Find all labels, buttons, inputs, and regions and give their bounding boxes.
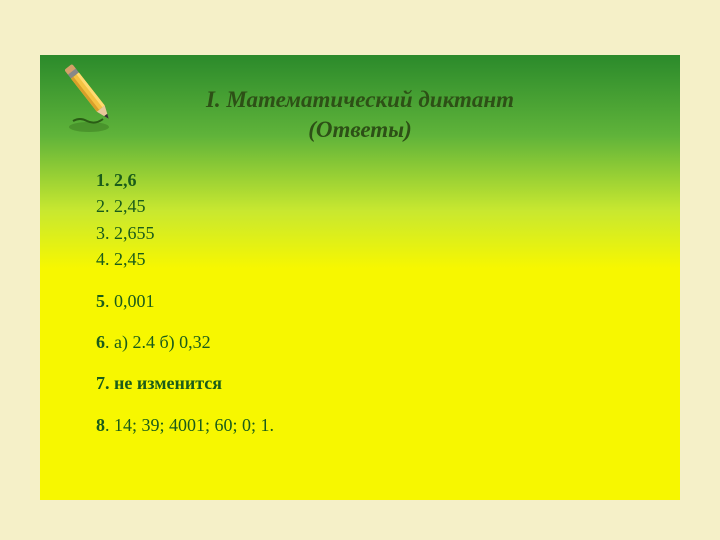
answer-item: 4. 2,45 — [96, 248, 274, 271]
answer-text: 14; 39; 4001; 60; 0; 1. — [110, 415, 275, 435]
answer-text: 2,45 — [110, 196, 146, 216]
answer-number: 1. — [96, 170, 110, 190]
answer-item: 7. не изменится — [96, 372, 274, 395]
answer-number: 6 — [96, 332, 105, 352]
page-title: I. Математический диктант (Ответы) — [40, 85, 680, 145]
answer-item: 3. 2,655 — [96, 222, 274, 245]
answer-number: 4. — [96, 249, 110, 269]
title-line-1: I. Математический диктант — [40, 85, 680, 115]
answer-number: 3. — [96, 223, 110, 243]
answer-item: 2. 2,45 — [96, 195, 274, 218]
answer-item: 5. 0,001 — [96, 290, 274, 313]
answer-text: 0,001 — [110, 291, 155, 311]
answer-item: 6. а) 2.4 б) 0,32 — [96, 331, 274, 354]
answer-number: 5 — [96, 291, 105, 311]
answer-item: 8. 14; 39; 4001; 60; 0; 1. — [96, 414, 274, 437]
answer-text: а) 2.4 б) 0,32 — [110, 332, 211, 352]
slide-panel: I. Математический диктант (Ответы) 1. 2,… — [40, 55, 680, 500]
answer-text: 2,45 — [110, 249, 146, 269]
answer-number: 2. — [96, 196, 110, 216]
answer-number: 8 — [96, 415, 105, 435]
answer-item: 1. 2,6 — [96, 169, 274, 192]
answer-text: 2,655 — [110, 223, 155, 243]
answer-text: 2,6 — [110, 170, 137, 190]
answer-text: не изменится — [110, 373, 223, 393]
answer-number: 7. — [96, 373, 110, 393]
title-line-2: (Ответы) — [40, 115, 680, 145]
answers-list: 1. 2,6 2. 2,45 3. 2,655 4. 2,45 5. 0,001… — [96, 169, 274, 440]
